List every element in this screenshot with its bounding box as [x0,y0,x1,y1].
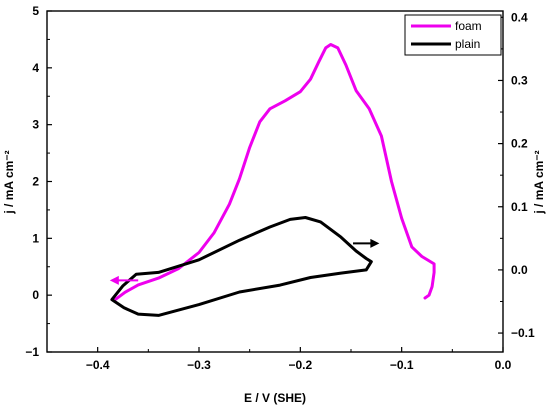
series-line-foam [114,43,436,301]
direction-arrow-right [353,238,380,248]
arrow-head [370,238,380,248]
y-left-tick-label: 1 [32,231,39,245]
arrow-head [109,275,119,285]
y-left-tick-label: 5 [32,4,39,18]
x-tick-label: 0.0 [495,358,512,372]
x-tick-label: −0.2 [288,358,312,372]
y-right-tick-label: 0.3 [511,73,528,87]
legend-label-foam: foam [455,19,482,33]
y-left-tick-label: 3 [32,118,39,132]
y-axis-right-title: j / mA cm⁻² [532,150,546,214]
y-right-tick-label: −0.1 [511,326,535,340]
y-left-tick-label: 4 [32,61,39,75]
y-right-tick-label: 0.0 [511,263,528,277]
legend-label-plain: plain [455,37,480,51]
legend: foam plain [404,14,502,56]
y-left-tick-label: −1 [25,345,39,359]
x-tick-label: −0.4 [86,358,110,372]
x-axis-title: E / V (SHE) [244,391,306,405]
y-axis-left-title: j / mA cm⁻² [2,150,16,214]
y-right-tick-label: 0.4 [511,10,528,24]
y-left-tick-label: 0 [32,288,39,302]
arrow-layer [109,238,380,285]
y-right-tick-label: 0.1 [511,200,528,214]
y-left-tick-label: 2 [32,175,39,189]
y-right-tick-label: 0.2 [511,137,528,151]
direction-arrow-left [109,275,139,285]
x-tick-label: −0.3 [187,358,211,372]
tick-layer: −0.4 −0.3 −0.2 −0.1 0.0 −1 0 1 2 3 4 5 −0.1 0.0 0.1 0.2… [25,4,535,372]
x-tick-label: −0.1 [390,358,414,372]
